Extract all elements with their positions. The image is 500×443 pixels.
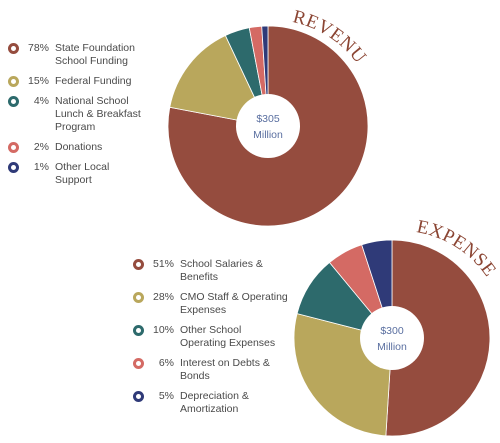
revenue-center-hole <box>236 94 300 158</box>
revenue-slice-2 <box>169 34 269 127</box>
revenue-legend-percent: 78% <box>27 42 49 54</box>
revenue-legend-item-1: 78% State Foundation School Funding <box>8 42 168 68</box>
expenses-legend-percent: 6% <box>158 357 174 369</box>
expenses-legend-label: CMO Staff & Operating Expenses <box>180 291 288 316</box>
revenue-total-value: $305 <box>256 113 280 125</box>
bullet-icon <box>133 292 144 303</box>
revenue-legend-percent: 4% <box>33 95 49 107</box>
expenses-slice-1 <box>385 239 491 437</box>
bullet-icon <box>133 358 144 369</box>
expenses-legend-item-1: 51% School Salaries & Benefits <box>133 258 303 284</box>
expenses-legend-label: Interest on Debts & Bonds <box>180 357 270 382</box>
expenses-legend: 51% School Salaries & Benefits 28% CMO Staff… <box>133 258 303 423</box>
expenses-legend-item-3: 10% Other School Operating Expenses <box>133 324 303 350</box>
expenses-total-value: $300 <box>380 325 404 337</box>
revenue-legend-label: Other Local Support <box>55 161 110 186</box>
bullet-icon <box>133 259 144 270</box>
revenue-legend: 78% State Foundation School Funding 15% Fede… <box>8 42 168 194</box>
bullet-icon <box>8 76 19 87</box>
bullet-icon <box>133 325 144 336</box>
expenses-legend-percent: 28% <box>152 291 174 303</box>
revenue-legend-label: Federal Funding <box>55 75 132 87</box>
bullet-icon <box>8 43 19 54</box>
revenue-legend-percent: 15% <box>27 75 49 87</box>
revenue-legend-item-3: 4% National School Lunch & Breakfast Progra… <box>8 95 168 134</box>
expenses-legend-percent: 5% <box>158 390 174 402</box>
revenue-legend-item-2: 15% Federal Funding <box>8 75 168 88</box>
expenses-legend-label: Depreciation & Amortization <box>180 390 249 415</box>
revenue-total-unit: Million <box>253 129 283 141</box>
bullet-icon <box>133 391 144 402</box>
bullet-icon <box>8 142 19 153</box>
expenses-legend-label: Other School Operating Expenses <box>180 324 276 349</box>
revenue-legend-label: State Foundation School Funding <box>55 42 135 67</box>
expenses-legend-percent: 51% <box>152 258 174 270</box>
expenses-title: EXPENSES <box>0 0 500 281</box>
expenses-legend-label: School Salaries & Benefits <box>180 258 263 283</box>
revenue-legend-item-5: 1% Other Local Support <box>8 161 168 187</box>
expenses-center-hole <box>360 306 424 370</box>
revenue-legend-percent: 1% <box>33 161 49 173</box>
revenue-legend-percent: 2% <box>33 141 49 153</box>
revenue-legend-item-4: 2% Donations <box>8 141 168 154</box>
expenses-legend-percent: 10% <box>152 324 174 336</box>
expenses-legend-item-4: 6% Interest on Debts & Bonds <box>133 357 303 383</box>
expenses-total-unit: Million <box>377 341 407 353</box>
expenses-legend-item-5: 5% Depreciation & Amortization <box>133 390 303 416</box>
expenses-legend-item-2: 28% CMO Staff & Operating Expenses <box>133 291 303 317</box>
bullet-icon <box>8 162 19 173</box>
revenue-legend-label: National School Lunch & Breakfast Program <box>55 95 141 133</box>
revenue-legend-label: Donations <box>55 141 103 153</box>
bullet-icon <box>8 96 19 107</box>
